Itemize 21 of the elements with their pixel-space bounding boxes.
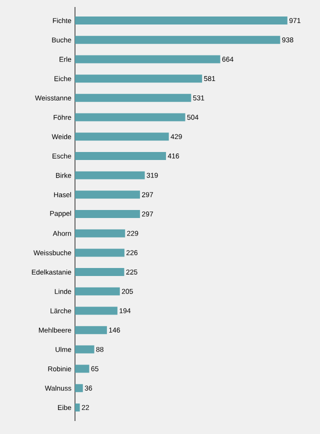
bar	[74, 345, 94, 354]
bar	[74, 94, 192, 102]
bar	[74, 229, 126, 238]
bar	[74, 171, 145, 180]
bar	[74, 152, 166, 160]
bar	[74, 287, 120, 296]
bar	[74, 74, 202, 83]
bar	[74, 36, 280, 44]
bar	[74, 326, 107, 334]
bar	[74, 248, 124, 257]
bar	[74, 113, 186, 122]
bar	[74, 132, 169, 141]
bar	[74, 210, 140, 218]
bar	[74, 384, 83, 392]
bar	[74, 268, 124, 276]
bar	[74, 403, 80, 412]
bar	[74, 364, 90, 373]
bar	[74, 16, 288, 25]
bar	[74, 190, 140, 199]
bar	[74, 306, 118, 315]
bar	[74, 55, 220, 64]
